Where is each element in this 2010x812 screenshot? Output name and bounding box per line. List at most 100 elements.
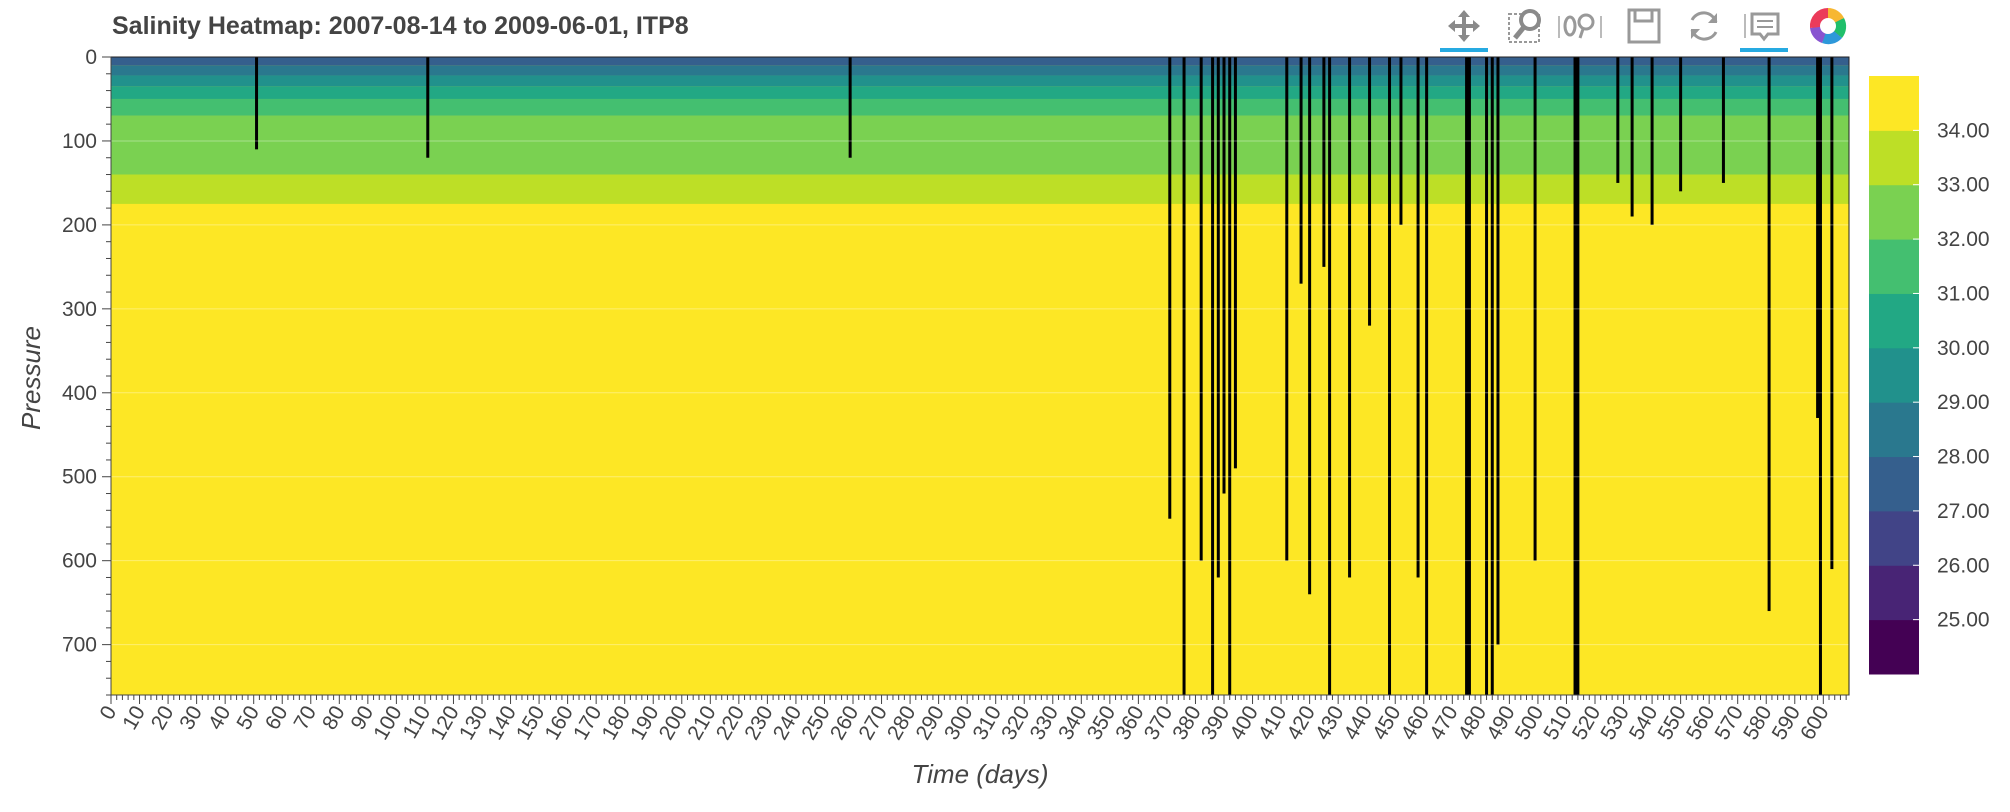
plot-area[interactable] <box>111 57 1849 695</box>
y-axis: 0 100 200 300 400 500 600 700 <box>62 46 112 696</box>
salinity-layer <box>111 75 1849 87</box>
y-tick-label: 700 <box>62 634 97 657</box>
missing-profile-column <box>1533 57 1537 561</box>
missing-profile-column <box>1490 57 1494 695</box>
colorbar-tick-label: 33.00 <box>1937 174 1990 197</box>
missing-profile-column <box>1168 57 1172 519</box>
y-tick-label: 400 <box>62 382 97 405</box>
missing-profile-column <box>1650 57 1654 225</box>
x-tick-label: 530 <box>1596 702 1633 744</box>
x-tick-label: 590 <box>1768 702 1805 744</box>
x-tick-label: 470 <box>1425 702 1462 744</box>
x-tick-label: 380 <box>1168 702 1205 744</box>
move-arrows-icon <box>1448 10 1480 42</box>
x-tick-label: 550 <box>1654 702 1691 744</box>
y-tick-label: 300 <box>62 298 97 321</box>
speech-bubble-icon <box>1744 12 1780 42</box>
x-tick-label: 280 <box>883 702 920 744</box>
x-tick-label: 230 <box>740 702 777 744</box>
missing-profile-column <box>1573 57 1577 695</box>
x-tick-label: 20 <box>147 702 179 734</box>
colorbar-swatch <box>1869 619 1919 675</box>
missing-profile-column <box>1308 57 1312 595</box>
chart-title: Salinity Heatmap: 2007-08-14 to 2009-06-… <box>112 12 689 40</box>
missing-profile-column <box>1182 57 1186 695</box>
x-tick-label: 300 <box>940 702 977 744</box>
x-tick-label: 310 <box>969 702 1006 744</box>
salinity-layer <box>111 57 1849 66</box>
x-tick-label: 490 <box>1482 702 1519 744</box>
x-tick-label: 160 <box>541 702 578 744</box>
hover-tool-button[interactable] <box>1736 0 1792 52</box>
x-tick-label: 430 <box>1311 702 1348 744</box>
x-tick-label: 510 <box>1539 702 1576 744</box>
colorbar-swatch <box>1869 293 1919 349</box>
bokeh-logo-icon <box>1809 7 1847 45</box>
missing-profile-column <box>1496 57 1500 645</box>
missing-profile-column <box>1222 57 1226 494</box>
x-tick-label: 540 <box>1625 702 1662 744</box>
x-tick-label: 80 <box>318 702 350 734</box>
missing-profile-column <box>1616 57 1620 183</box>
refresh-icon <box>1690 11 1718 41</box>
x-tick-label: 130 <box>455 702 492 744</box>
missing-profile-column <box>1425 57 1429 695</box>
colorbar-tick-label: 25.00 <box>1937 609 1990 632</box>
x-tick-label: 150 <box>512 702 549 744</box>
save-tool-button[interactable] <box>1616 0 1672 52</box>
x-tick-label: 110 <box>399 702 436 742</box>
colorbar-swatch <box>1869 76 1919 131</box>
x-tick-label: 0 <box>96 702 122 724</box>
x-tick-label: 520 <box>1568 702 1605 744</box>
missing-profile-column <box>1388 57 1392 695</box>
x-tick-label: 250 <box>797 702 834 744</box>
x-tick-label: 460 <box>1397 702 1434 744</box>
missing-profile-column <box>1233 57 1237 469</box>
x-tick-label: 260 <box>826 702 863 744</box>
missing-profile-column <box>1576 57 1580 695</box>
x-tick-label: 410 <box>1254 702 1291 744</box>
missing-profile-column <box>1322 57 1326 267</box>
x-tick-label: 10 <box>118 702 150 734</box>
colorbar-tick-label: 34.00 <box>1937 119 1990 142</box>
colorbar-tick-label: 31.00 <box>1937 282 1990 305</box>
missing-profile-column <box>1368 57 1372 326</box>
x-tick-label: 330 <box>1026 702 1063 744</box>
x-tick-label: 600 <box>1796 702 1833 744</box>
missing-profile-column <box>1285 57 1289 561</box>
x-tick-label: 450 <box>1368 702 1405 744</box>
missing-profile-column <box>1721 57 1725 183</box>
x-tick-label: 560 <box>1682 702 1719 744</box>
x-tick-label: 440 <box>1340 702 1377 744</box>
missing-profile-column <box>1818 57 1822 695</box>
x-axis-label: Time (days) <box>911 759 1048 789</box>
colorbar-swatch <box>1869 565 1919 621</box>
x-tick-label: 580 <box>1739 702 1776 744</box>
missing-profile-column <box>1679 57 1683 192</box>
x-tick-label: 100 <box>369 702 406 744</box>
colorbar-tick-label: 26.00 <box>1937 554 1990 577</box>
y-tick-label: 600 <box>62 550 97 573</box>
reset-tool-button[interactable] <box>1676 0 1732 52</box>
x-tick-label: 220 <box>712 702 749 744</box>
missing-profile-column <box>1299 57 1303 284</box>
x-tick-label: 360 <box>1111 702 1148 744</box>
x-axis: 0102030405060708090100110120130140150160… <box>96 694 1849 744</box>
missing-profile-column <box>255 57 259 150</box>
colorbar-tick-label: 27.00 <box>1937 500 1990 523</box>
x-tick-label: 290 <box>912 702 949 744</box>
x-tick-label: 570 <box>1711 702 1748 744</box>
box-zoom-tool-button[interactable] <box>1498 0 1554 52</box>
y-tick-label: 500 <box>62 466 97 489</box>
pan-tool-button[interactable] <box>1436 0 1492 52</box>
colorbar-swatch <box>1869 184 1919 240</box>
x-tick-label: 370 <box>1140 702 1177 744</box>
x-tick-label: 480 <box>1454 702 1491 744</box>
x-tick-label: 140 <box>483 702 520 744</box>
bokeh-logo-button[interactable] <box>1800 0 1856 52</box>
wheel-zoom-tool-button[interactable] <box>1552 0 1608 52</box>
salinity-layer <box>111 115 1849 175</box>
missing-profile-column <box>1767 57 1771 612</box>
missing-profile-column <box>1416 57 1420 578</box>
colorbar-swatch <box>1869 239 1919 294</box>
